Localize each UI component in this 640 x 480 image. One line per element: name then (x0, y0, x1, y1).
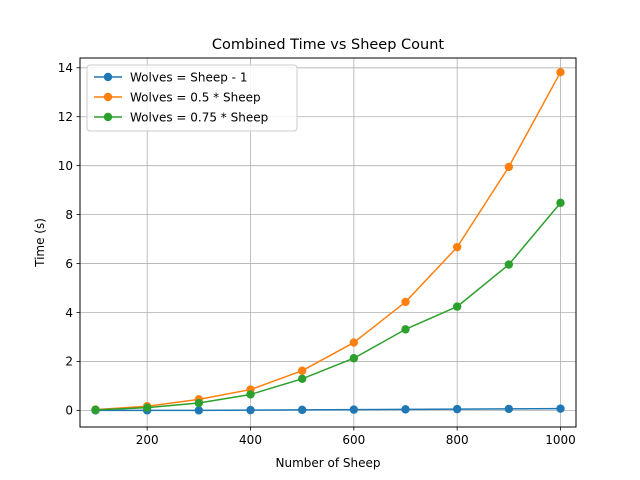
x-axis-label: Number of Sheep (275, 456, 380, 470)
y-axis-label: Time (s) (33, 218, 47, 268)
series-line (95, 407, 561, 412)
y-tick-label: 4 (65, 306, 73, 320)
legend-item: Wolves = Sheep - 1 (94, 70, 247, 84)
x-tick-label: 200 (136, 433, 159, 447)
data-point (504, 260, 514, 269)
legend-label: Wolves = 0.5 * Sheep (130, 90, 261, 104)
y-tick-label: 10 (58, 159, 73, 173)
plot-frame (79, 57, 577, 428)
data-point (142, 403, 152, 412)
x-tick-label: 800 (446, 433, 469, 447)
series-layer (91, 67, 565, 415)
y-tick-label: 8 (65, 208, 73, 222)
data-point (297, 374, 307, 383)
y-tick-label: 0 (65, 404, 73, 418)
legend-frame (86, 64, 298, 132)
x-tick-label: 1000 (545, 433, 576, 447)
data-point (349, 338, 359, 347)
data-point (504, 404, 514, 414)
legend-marker (103, 112, 113, 122)
data-point (246, 405, 255, 415)
legend-item: Wolves = 0.75 * Sheep (94, 110, 268, 124)
data-point (401, 325, 410, 334)
x-axis-ticks: 200 400 600 800 1000 (136, 427, 576, 447)
data-point (452, 302, 462, 311)
legend-marker (103, 72, 113, 82)
data-point (297, 405, 307, 415)
y-tick-label: 2 (65, 355, 73, 369)
series-line (95, 202, 562, 411)
data-point (556, 67, 565, 77)
data-point (504, 162, 514, 172)
legend: Wolves = Sheep - 1 Wolves = 0.5 * Sheep Wo… (86, 64, 298, 132)
series-line (95, 71, 562, 411)
data-point (452, 242, 462, 252)
data-point (194, 398, 204, 408)
data-point (556, 198, 565, 208)
data-point (401, 297, 410, 307)
legend-label: Wolves = 0.75 * Sheep (130, 110, 268, 124)
data-point (194, 406, 204, 415)
y-tick-label: 12 (58, 110, 73, 124)
y-tick-label: 6 (65, 257, 73, 271)
series-3 (91, 198, 565, 415)
data-point (349, 354, 359, 363)
y-axis-ticks: 0 2 4 6 8 10 12 14 (58, 61, 80, 418)
x-tick-label: 400 (239, 433, 262, 447)
legend-item: Wolves = 0.5 * Sheep (94, 90, 261, 104)
data-point (401, 405, 410, 414)
data-point (349, 405, 359, 414)
chart-title: Combined Time vs Sheep Count (212, 37, 445, 53)
legend-marker (103, 92, 113, 102)
legend-label: Wolves = Sheep - 1 (130, 70, 247, 84)
data-point (91, 405, 100, 415)
data-point (246, 390, 255, 399)
data-point (452, 404, 462, 414)
x-tick-label: 600 (342, 433, 365, 447)
y-tick-label: 14 (58, 61, 73, 75)
data-point (297, 366, 307, 375)
data-point (556, 404, 565, 413)
